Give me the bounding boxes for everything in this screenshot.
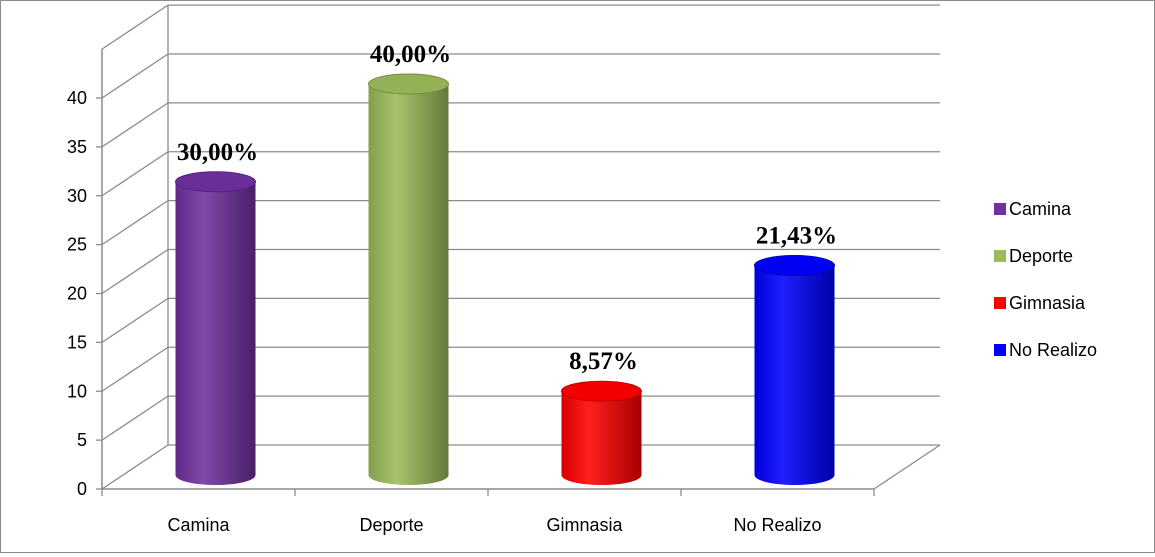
x-category-label: Deporte [359,515,423,535]
y-tick-label: 10 [67,381,87,401]
data-labels: 30,00% 40,00% 8,57% 21,43% [177,41,837,375]
x-category-label: Gimnasia [546,515,623,535]
gridline-diagonal [101,53,169,99]
bar-cylinder-top [561,380,642,402]
legend-swatch [994,297,1006,309]
gridline-diagonal [101,4,169,50]
y-axis-ticks: 0 5 10 15 20 25 30 35 40 [67,88,102,499]
legend-swatch [994,250,1006,262]
data-label: 21,43% [756,223,837,250]
x-category-label: No Realizo [733,515,821,535]
legend-label: Camina [1009,199,1072,219]
gridline-diagonal [101,395,169,441]
y-tick-label: 15 [67,332,87,352]
chart-bars [175,73,835,485]
x-axis-categories: Camina Deporte Gimnasia No Realizo [101,489,875,535]
y-tick-label: 5 [77,430,87,450]
data-label: 40,00% [370,41,451,68]
legend-swatch [994,344,1006,356]
legend-label: No Realizo [1009,340,1097,360]
y-tick-label: 25 [67,235,87,255]
floor-edge [873,444,941,490]
x-category-label: Camina [167,515,230,535]
bar-cylinder-top [754,255,835,277]
gridline-diagonal [101,346,169,392]
data-label: 30,00% [177,139,258,166]
y-tick-label: 0 [77,479,87,499]
bar-cylinder [175,181,256,485]
y-tick-label: 30 [67,186,87,206]
bar-cylinder [754,265,835,485]
legend-label: Gimnasia [1009,293,1086,313]
data-label: 8,57% [569,348,638,375]
y-tick-label: 20 [67,284,87,304]
bar-cylinder-top [368,73,449,95]
gridline-diagonal [101,248,169,295]
bar-cylinder [368,84,449,485]
bar-cylinder-top [175,171,256,193]
gridline-diagonal [101,102,169,148]
bar-cylinder [561,391,642,485]
y-tick-label: 35 [67,137,87,157]
gridline-diagonal [101,444,169,490]
y-tick-label: 40 [67,88,87,108]
legend-swatch [994,203,1006,215]
gridline-diagonal [101,200,169,246]
chart-legend: Camina Deporte Gimnasia No Realizo [994,199,1097,360]
gridline-diagonal [101,151,169,197]
legend-label: Deporte [1009,246,1073,266]
chart-gridlines [101,4,940,490]
gridline-diagonal [101,297,169,343]
